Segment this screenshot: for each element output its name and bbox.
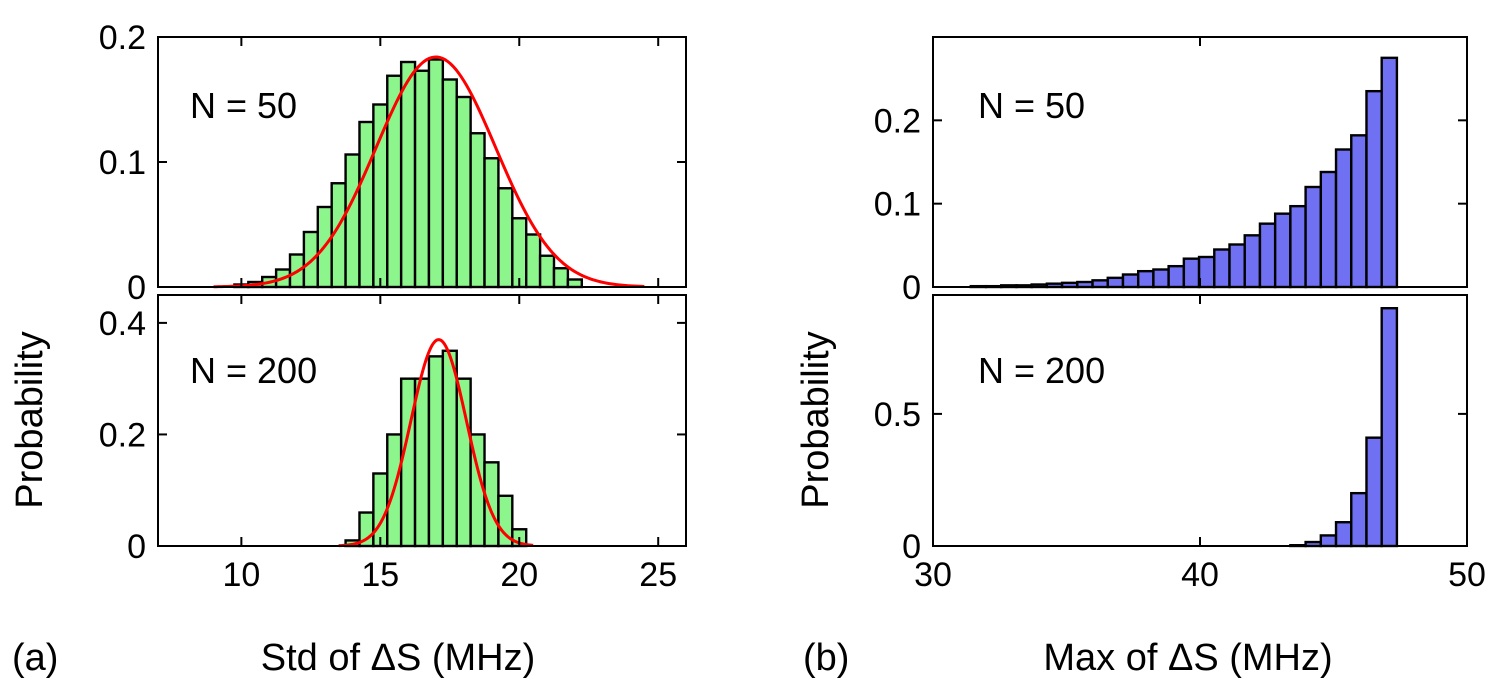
gaussian-fit-line xyxy=(213,55,645,289)
y-tick-label: 0.4 xyxy=(99,305,146,343)
histogram-bar xyxy=(1106,276,1125,289)
axes-frame xyxy=(157,294,687,547)
x-tick-label: 15 xyxy=(361,556,399,594)
histogram-bar xyxy=(1167,264,1186,289)
y-tick-label: 0.5 xyxy=(874,396,921,434)
histogram-bar xyxy=(413,377,431,548)
panel-b-top-axes: 0 0.1 0.2 N = 50 xyxy=(874,36,1468,307)
y-tick-label: 0 xyxy=(902,269,921,307)
y-tick-label: 0 xyxy=(127,528,146,566)
sample-size-annotation: N = 200 xyxy=(190,350,317,391)
histogram-bar xyxy=(1350,491,1368,548)
histogram-bar xyxy=(358,120,375,289)
histogram-bar xyxy=(483,157,500,289)
histogram-bar xyxy=(1197,255,1216,289)
x-tick-label: 20 xyxy=(500,556,538,594)
histogram-bar xyxy=(1365,436,1383,548)
histogram-bar xyxy=(483,461,500,548)
histogram-bar xyxy=(525,233,542,289)
histogram-bar xyxy=(1304,185,1323,289)
histogram-bar xyxy=(1243,234,1262,289)
histogram-bar xyxy=(566,278,583,289)
x-axis-label-b: Max of ΔS (MHz) xyxy=(1043,637,1332,679)
histogram-bar xyxy=(372,472,389,548)
histogram-bar xyxy=(1319,170,1338,289)
histogram-bar xyxy=(1365,89,1383,289)
x-tick-label: 40 xyxy=(1181,556,1219,594)
histogram-bar xyxy=(1273,212,1292,289)
histogram-bar xyxy=(1350,134,1368,289)
histogram-bar xyxy=(427,58,445,289)
y-axis-label-a: Probability xyxy=(9,331,51,508)
histogram-bar xyxy=(469,132,486,289)
histogram-bar xyxy=(399,60,417,289)
histogram-bar xyxy=(455,95,472,289)
histogram-bar xyxy=(1182,257,1201,289)
x-tick-label: 10 xyxy=(222,556,260,594)
sample-size-annotation: N = 50 xyxy=(978,85,1085,126)
histogram-bar xyxy=(1121,273,1140,289)
histogram-bar xyxy=(552,267,570,289)
panel-label-b: (b) xyxy=(803,637,849,679)
y-tick-label: 0 xyxy=(902,528,921,566)
histogram-bar xyxy=(427,355,445,548)
histogram-bar xyxy=(1258,222,1277,289)
panel-a-top-axes: 0 0.1 0.2 N = 50 xyxy=(99,19,687,307)
sample-size-annotation: N = 50 xyxy=(190,85,297,126)
histogram-bar xyxy=(399,377,417,548)
histogram-bar xyxy=(1136,269,1155,289)
y-tick-label: 0.1 xyxy=(99,144,146,182)
histogram-bar xyxy=(511,217,528,289)
x-tick-label: 25 xyxy=(639,556,677,594)
histogram-bar xyxy=(441,349,458,548)
histogram-bar xyxy=(1380,307,1399,548)
panel-a-bottom-axes: 0 0.2 0.4 10 15 20 25 N = 200 xyxy=(99,294,687,594)
y-axis-label-b: Probability xyxy=(795,331,837,508)
y-tick-label: 0 xyxy=(127,269,146,307)
gaussian-fit-line xyxy=(338,338,534,548)
x-axis-label-a: Std of ΔS (MHz) xyxy=(261,637,536,679)
histogram-bar xyxy=(497,187,514,289)
x-tick-label: 30 xyxy=(914,556,952,594)
histogram-bar xyxy=(372,103,389,289)
histogram-bar xyxy=(344,153,361,289)
histogram-bar xyxy=(1152,268,1170,289)
histogram-bar xyxy=(1319,534,1338,548)
histogram-bar xyxy=(1289,204,1307,289)
histogram-bar xyxy=(1228,243,1246,289)
histogram-bar xyxy=(538,254,556,289)
histogram-bar xyxy=(1334,521,1353,548)
histogram-bar xyxy=(413,69,431,289)
panel-label-a: (a) xyxy=(12,637,58,679)
histogram-bar xyxy=(1380,56,1399,289)
y-tick-label: 0.1 xyxy=(874,186,921,224)
y-tick-label: 0.2 xyxy=(99,416,146,454)
y-tick-label: 0.2 xyxy=(99,19,146,57)
panel-b-bottom-axes: 0 0.5 30 40 50 N = 200 xyxy=(874,294,1486,594)
histogram-bar xyxy=(441,78,458,289)
histogram-bar xyxy=(1334,148,1353,289)
sample-size-annotation: N = 200 xyxy=(978,350,1105,391)
x-tick-label: 50 xyxy=(1448,556,1486,594)
histogram-bar xyxy=(1213,248,1231,289)
y-tick-label: 0.2 xyxy=(874,102,921,140)
